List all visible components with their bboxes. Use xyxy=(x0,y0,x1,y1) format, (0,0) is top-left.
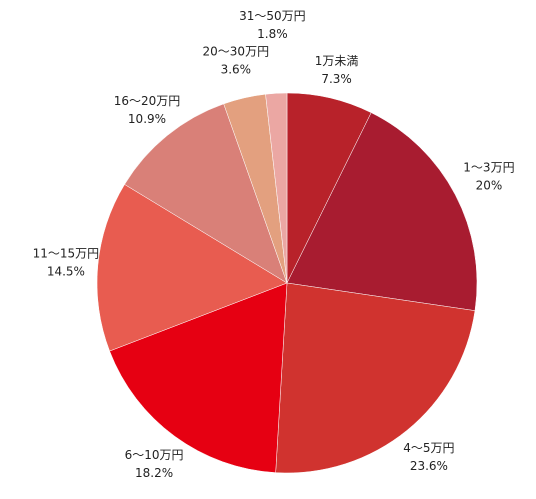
pie-slice xyxy=(96,184,288,352)
slice-value-label: 14.5% xyxy=(47,265,85,279)
slice-label: 31～50万円 xyxy=(239,9,306,23)
pie-slice xyxy=(265,92,288,284)
slice-value-label: 20% xyxy=(476,179,503,193)
slice-label: 1～3万円 xyxy=(463,161,514,175)
slice-label: 20～30万円 xyxy=(203,44,270,58)
slice-label: 16～20万円 xyxy=(114,94,181,108)
slice-value-label: 18.2% xyxy=(135,466,173,480)
slice-value-label: 3.6% xyxy=(221,62,252,76)
slice-label: 4～5万円 xyxy=(403,441,454,455)
pie-slice xyxy=(286,112,478,311)
slice-label: 6～10万円 xyxy=(125,448,184,462)
pie-slice xyxy=(275,282,476,474)
slice-value-label: 7.3% xyxy=(321,72,352,86)
slice-label: 11～15万円 xyxy=(33,247,100,261)
slice-label: 1万未満 xyxy=(315,54,359,68)
slice-value-label: 23.6% xyxy=(410,459,448,473)
pie-slice xyxy=(124,103,288,284)
slice-value-label: 10.9% xyxy=(128,112,166,126)
slice-value-label: 1.8% xyxy=(257,27,288,41)
pie-slice xyxy=(109,282,288,473)
